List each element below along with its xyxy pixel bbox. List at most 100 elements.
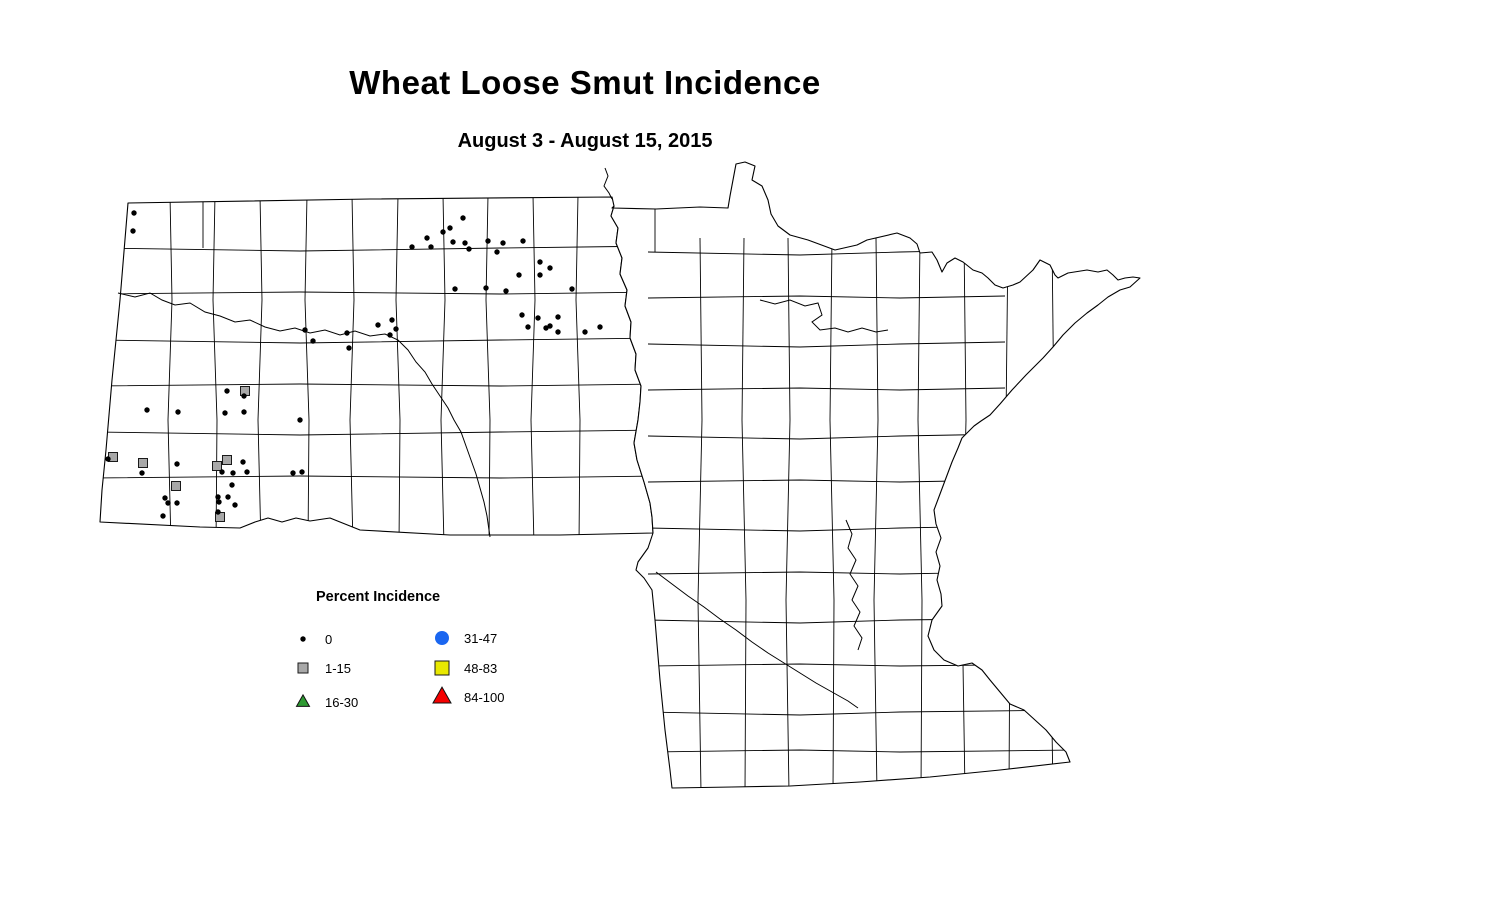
legend-item-16-30: 16-30 (292, 691, 358, 713)
marker-dot-0 (428, 244, 434, 250)
marker-dot-0 (535, 315, 541, 321)
county-line (741, 237, 747, 788)
river-boundaries (117, 167, 889, 709)
marker-dot-0 (389, 317, 395, 323)
marker-dot-0 (452, 286, 458, 292)
marker-dot-0 (516, 272, 522, 278)
legend-triangle-icon (295, 693, 311, 707)
legend-item-1-15: 1-15 (292, 657, 351, 679)
red-river-north-stub (603, 167, 613, 200)
marker-square-1-15 (171, 481, 181, 491)
marker-dot-0 (555, 314, 561, 320)
marker-dot-0 (466, 246, 472, 252)
county-line (647, 709, 1073, 716)
marker-dot-0 (175, 409, 181, 415)
mississippi-river-line (845, 519, 863, 651)
marker-square-1-15 (222, 455, 232, 465)
county-line (167, 197, 173, 535)
marker-dot-0 (485, 238, 491, 244)
marker-dot-0 (569, 286, 575, 292)
county-line (349, 197, 355, 535)
county-line (647, 341, 1006, 348)
marker-dot-0 (224, 388, 230, 394)
marker-dot-0 (537, 259, 543, 265)
marker-dot-0 (346, 345, 352, 351)
county-line (212, 197, 218, 535)
county-line (647, 433, 1011, 440)
legend-item-label: 1-15 (325, 660, 352, 676)
marker-dot-0 (393, 326, 399, 332)
marker-dot-0 (375, 322, 381, 328)
county-line (917, 237, 923, 788)
county-line (485, 197, 491, 535)
legend-item-84-100: 84-100 (431, 686, 504, 708)
marker-dot-0 (232, 502, 238, 508)
marker-dot-0 (503, 288, 509, 294)
marker-dot-0 (547, 265, 553, 271)
marker-dot-0 (597, 324, 603, 330)
county-line (304, 197, 310, 535)
county-line (873, 237, 879, 788)
marker-dot-0 (519, 312, 525, 318)
marker-dot-0 (494, 249, 500, 255)
red-lake-boundary-line (759, 299, 889, 333)
marker-dot-0 (500, 240, 506, 246)
marker-dot-0 (483, 285, 489, 291)
legend-item-label: 31-47 (464, 630, 498, 646)
legend-dot-icon (300, 636, 306, 642)
marker-dot-0 (440, 229, 446, 235)
county-line (697, 237, 703, 788)
map-markers (105, 210, 603, 522)
county-line (100, 383, 653, 387)
county-line (647, 749, 1073, 753)
legend-item-label: 48-83 (464, 660, 498, 676)
legend-square-icon (297, 662, 309, 674)
marker-dot-0 (299, 469, 305, 475)
marker-dot-0 (229, 482, 235, 488)
marker-dot-0 (240, 459, 246, 465)
marker-dot-0 (447, 225, 453, 231)
marker-dot-0 (424, 235, 430, 241)
legend-triangle-icon (432, 686, 452, 704)
marker-dot-0 (222, 410, 228, 416)
marker-dot-0 (543, 325, 549, 331)
marker-dot-0 (537, 272, 543, 278)
legend-item-48-83: 48-83 (431, 657, 497, 679)
county-line (647, 387, 1006, 391)
marker-dot-0 (244, 469, 250, 475)
map-title: Wheat Loose Smut Incidence (349, 64, 821, 101)
legend-item-label: 0 (325, 631, 333, 647)
marker-dot-0 (225, 494, 231, 500)
marker-dot-0 (547, 323, 553, 329)
marker-dot-0 (139, 470, 145, 476)
marker-square-1-15 (212, 461, 222, 471)
marker-dot-0 (174, 461, 180, 467)
marker-dot-0 (525, 324, 531, 330)
marker-dot-0 (215, 509, 221, 515)
county-line (785, 237, 791, 788)
marker-dot-0 (174, 500, 180, 506)
marker-dot-0 (216, 499, 222, 505)
marker-dot-0 (310, 338, 316, 344)
marker-dot-0 (344, 330, 350, 336)
marker-dot-0 (290, 470, 296, 476)
marker-dot-0 (409, 244, 415, 250)
legend-circle-icon (435, 631, 449, 645)
minnesota-river-line (655, 571, 859, 709)
county-line (100, 429, 653, 436)
legend-item-0: 0 (292, 628, 332, 650)
county-line (575, 197, 581, 535)
marker-dot-0 (297, 417, 303, 423)
marker-dot-0 (160, 513, 166, 519)
marker-dot-0 (165, 500, 171, 506)
marker-dot-0 (219, 469, 225, 475)
marker-dot-0 (241, 409, 247, 415)
marker-dot-0 (215, 494, 221, 500)
marker-dot-0 (520, 238, 526, 244)
marker-dot-0 (241, 393, 247, 399)
county-line (395, 197, 401, 535)
county-line (100, 475, 653, 479)
marker-dot-0 (131, 210, 137, 216)
